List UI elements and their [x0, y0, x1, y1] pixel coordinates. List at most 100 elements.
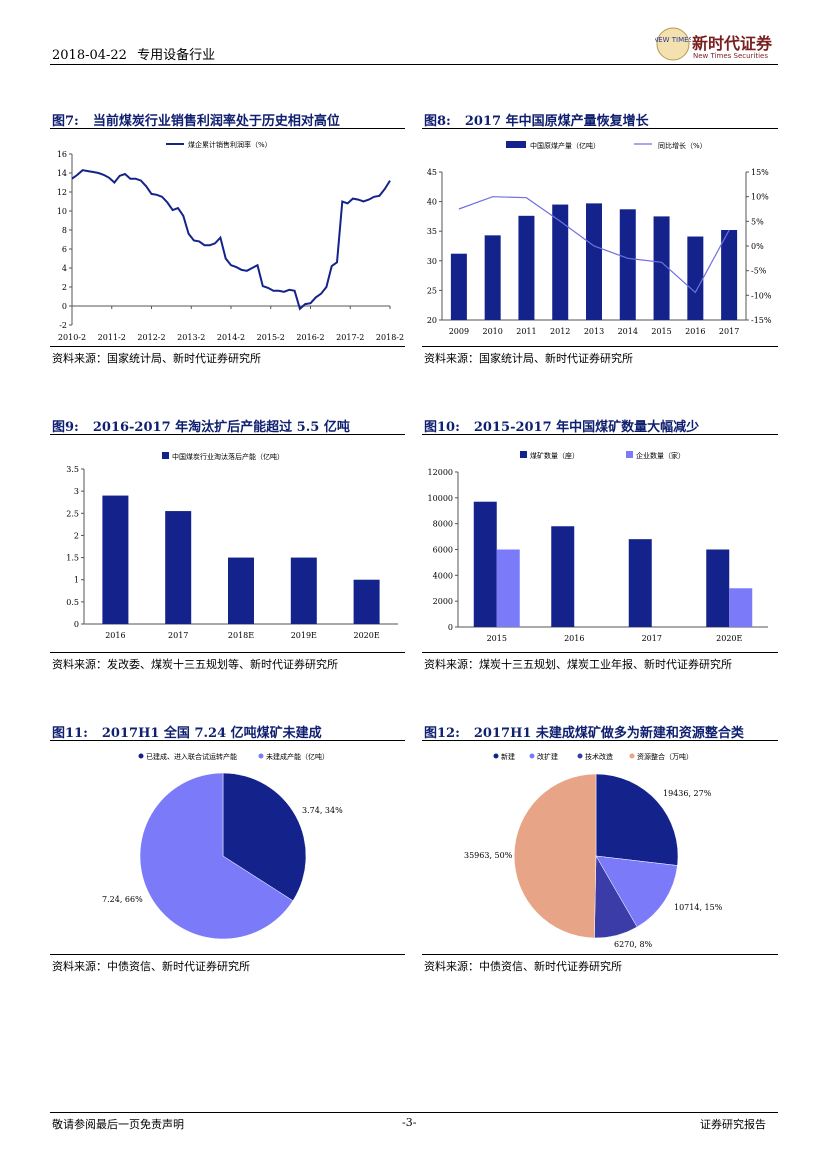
fig9-title-text: 2016-2017 年淘汰扩后产能超过 5.5 亿吨	[92, 420, 350, 435]
left-tick-label: 45	[427, 168, 437, 177]
slice-label-built: 3.74, 34%	[302, 806, 343, 815]
logo-emblem-icon: NEW TIMES	[653, 27, 694, 61]
fig7-title-text: 当前煤炭行业销售利润率处于历史相对高位	[92, 114, 340, 129]
slice-label-tech-upgrade: 6270, 8%	[614, 940, 653, 949]
slice-label-expansion: 10714, 15%	[674, 903, 723, 912]
x-tick-label: 2017	[719, 327, 739, 336]
fig11-number: 图11:	[52, 726, 88, 741]
x-tick-label: 2011-2	[98, 333, 126, 342]
fig12-top-rule	[422, 740, 778, 741]
legend-swatch-1	[529, 753, 535, 759]
fig12-chart: 19436, 27% 10714, 15% 6270, 8% 35963, 50% 新建…	[420, 744, 780, 952]
fig10-number: 图10:	[424, 420, 460, 435]
output-bar	[518, 215, 535, 320]
fig11-chart: 3.74, 34% 7.24, 66% 已建成、进入联合试运转产能 未建成产能（亿吨）	[48, 744, 406, 952]
fig8-source: 资料来源：国家统计局、新时代证券研究所	[424, 352, 633, 365]
header-rule	[50, 64, 778, 65]
x-tick-label: 2019E	[291, 631, 317, 640]
fig7-bottom-rule	[50, 346, 405, 347]
left-tick-label: 30	[427, 257, 437, 266]
x-tick-label: 2018-2	[376, 333, 404, 342]
fig10-chart: 0 2000 4000 6000 8000 10000 12000 2015 2016 2017 2…	[420, 438, 780, 650]
y-tick-label: 0	[62, 302, 67, 311]
y-tick-label: 0	[74, 620, 79, 629]
footer-page-number: -3-	[402, 1116, 417, 1129]
output-bar	[653, 216, 670, 320]
fig8-title-text: 2017 年中国原煤产量恢复增长	[464, 114, 649, 129]
legend-label-2: 技术改造	[585, 752, 613, 761]
x-tick-label: 2017	[168, 631, 188, 640]
output-bar	[687, 236, 704, 320]
left-tick-label: 40	[427, 198, 437, 207]
legend-label-1: 改扩建	[537, 752, 558, 761]
x-tick-label: 2016	[685, 327, 705, 336]
fig12-number: 图12:	[424, 726, 460, 741]
x-tick-label: 2017	[642, 634, 662, 643]
x-tick-label: 2010-2	[58, 333, 86, 342]
industry-name: 专用设备行业	[137, 48, 216, 63]
fig7-title: 图7: 当前煤炭行业销售利润率处于历史相对高位	[52, 110, 340, 129]
footer-report-type: 证券研究报告	[700, 1118, 766, 1131]
fig10-source: 资料来源：煤炭十三五规划、煤炭工业年报、新时代证券研究所	[424, 658, 732, 671]
x-tick-label: 2020E	[716, 634, 742, 643]
legend-label: 煤企累计销售利润率（%）	[188, 140, 272, 149]
capacity-bar	[102, 495, 129, 624]
y-tick-label: 2	[74, 531, 79, 540]
fig11-title-text: 2017H1 全国 7.24 亿吨煤矿未建成	[101, 726, 322, 741]
y-tick-label: 2	[62, 283, 67, 292]
fig12-source: 资料来源：中债资信、新时代证券研究所	[424, 960, 622, 973]
right-tick-label: -10%	[751, 291, 772, 300]
x-tick-label: 2013-2	[177, 333, 205, 342]
output-bar	[586, 203, 602, 320]
expansion-slice	[595, 855, 678, 928]
fig10-bottom-rule	[422, 652, 778, 653]
legend-swatch	[162, 452, 169, 459]
right-tick-label: 0%	[751, 242, 764, 251]
mine-count-bar	[551, 526, 575, 627]
y-tick-label: 1	[74, 576, 79, 585]
y-tick-label: 0.5	[66, 598, 79, 607]
x-tick-label: 2009	[449, 327, 469, 336]
y-tick-label: 8	[62, 226, 67, 235]
fig9-top-rule	[50, 434, 405, 435]
capacity-bar	[165, 511, 192, 624]
legend-label-mines: 煤矿数量（座）	[530, 451, 579, 460]
y-tick-label: 3	[74, 487, 79, 496]
mine-count-bar	[628, 539, 652, 627]
x-tick-label: 2014-2	[217, 333, 245, 342]
profit-margin-line	[71, 169, 391, 311]
y-tick-label: 2.5	[66, 509, 79, 518]
left-tick-label: 35	[427, 227, 437, 236]
footer-rule	[50, 1112, 778, 1113]
report-date: 2018-04-22	[52, 48, 127, 63]
fig11-top-rule	[50, 740, 405, 741]
fig10-top-rule	[422, 434, 778, 435]
legend-label-3: 资源整合（万吨）	[637, 752, 693, 761]
x-tick-label: 2012-2	[137, 333, 165, 342]
capacity-bar	[353, 579, 380, 624]
new-build-slice	[595, 773, 679, 866]
fig8-number: 图8:	[424, 114, 451, 129]
fig12-bottom-rule	[422, 954, 778, 955]
x-tick-label: 2015	[651, 327, 671, 336]
fig10-title: 图10: 2015-2017 年中国煤矿数量大幅减少	[424, 416, 699, 435]
x-tick-label: 2016-2	[296, 333, 324, 342]
y-tick-label: 1.5	[66, 554, 79, 563]
output-bar	[619, 209, 636, 320]
y-tick-label: 4	[62, 264, 67, 273]
x-tick-label: 2016	[564, 634, 584, 643]
legend-swatch-0	[493, 753, 499, 759]
output-bar	[552, 204, 569, 320]
brand-logo: NEW TIMES 新时代证券 New Times Securities	[653, 26, 780, 66]
legend-label-enterprises: 企业数量（家）	[636, 451, 685, 460]
left-tick-label: 25	[427, 286, 437, 295]
slice-label-unbuilt: 7.24, 66%	[102, 895, 143, 904]
footer-disclaimer: 敬请参阅最后一页免责声明	[52, 1118, 184, 1131]
fig9-bottom-rule	[50, 652, 405, 653]
x-tick-label: 2015	[487, 634, 507, 643]
y-tick-label: -2	[59, 321, 67, 330]
output-bar	[721, 230, 738, 320]
fig11-title: 图11: 2017H1 全国 7.24 亿吨煤矿未建成	[52, 722, 322, 741]
right-tick-label: 10%	[751, 193, 769, 202]
legend-label: 中国煤炭行业淘汰落后产能（亿吨）	[172, 452, 284, 461]
